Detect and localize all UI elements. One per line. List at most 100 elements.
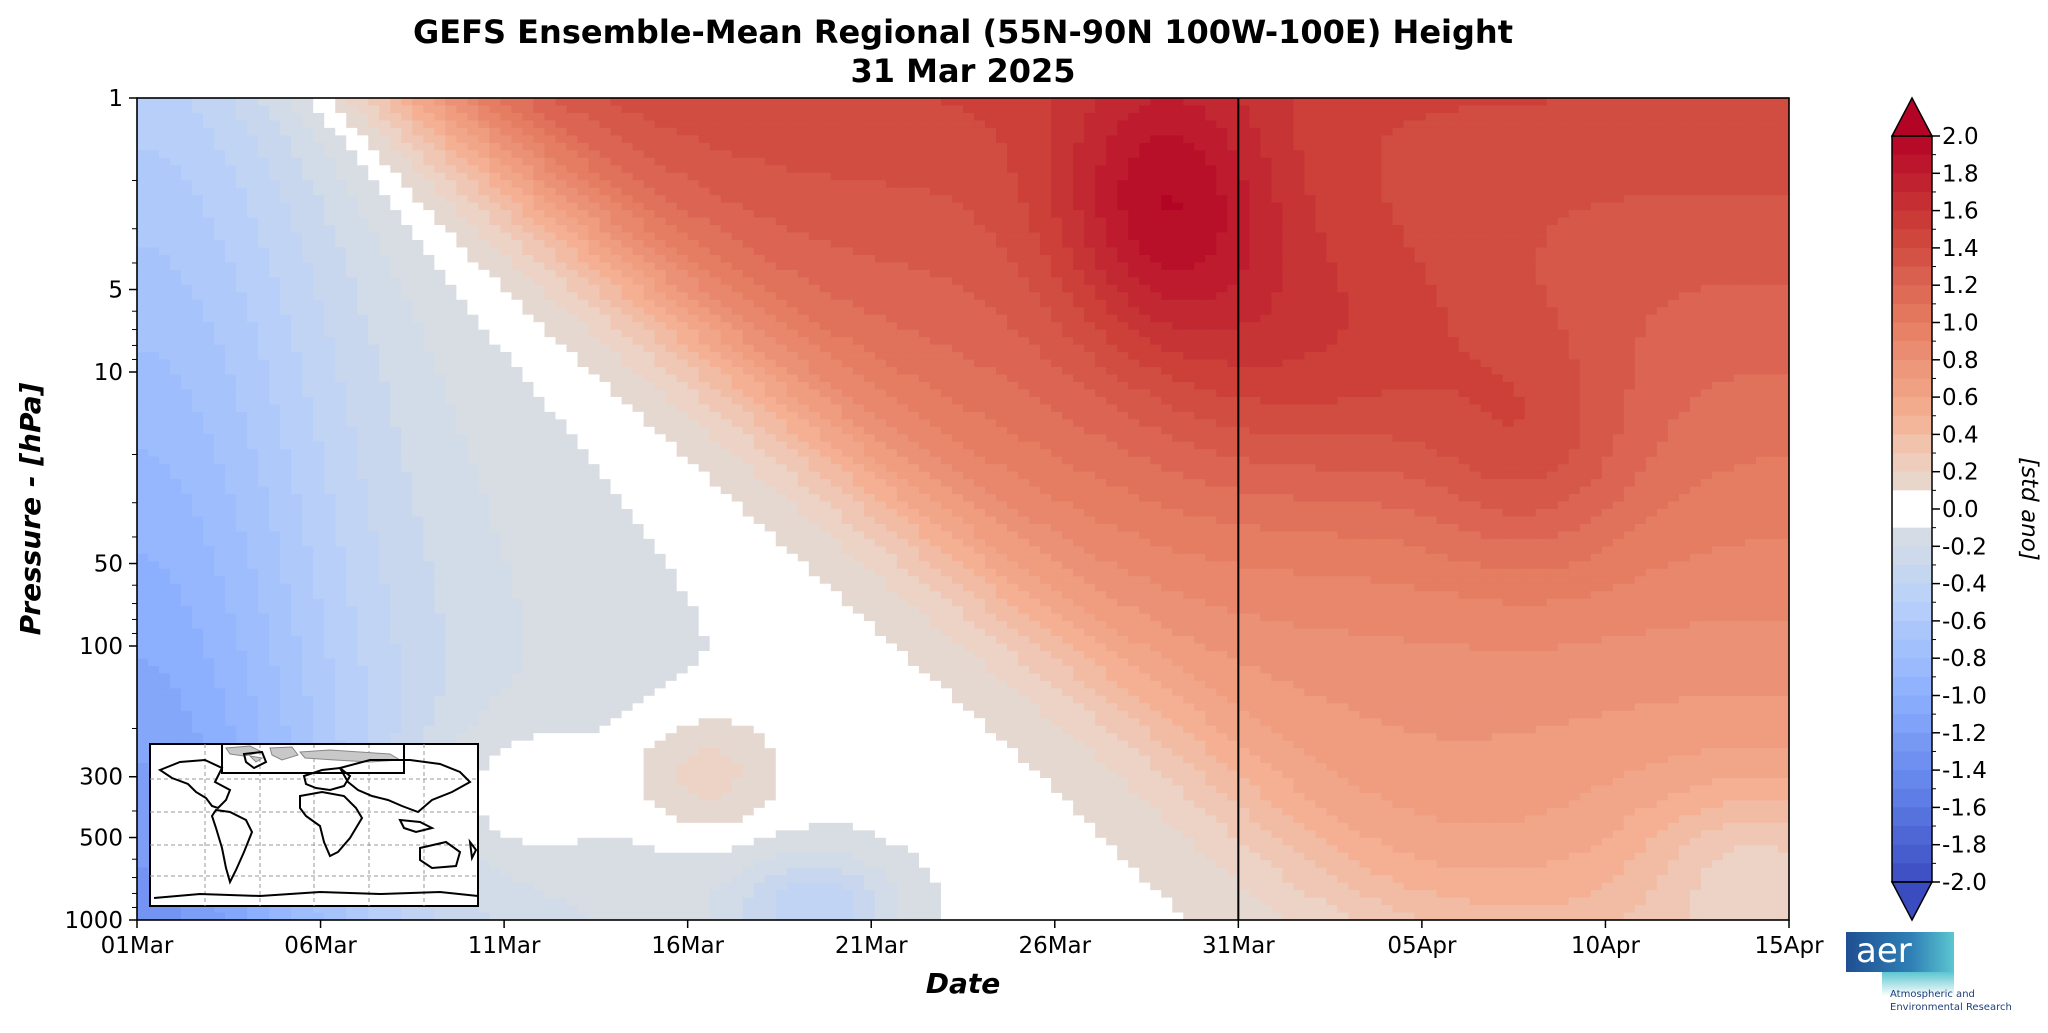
field-cell [533,299,546,309]
field-cell [236,292,248,301]
field-cell [203,673,215,682]
field-cell [401,591,414,600]
field-cell [500,807,513,817]
field-cell [621,845,634,854]
field-cell [566,845,579,854]
field-cell [269,344,281,353]
field-cell [236,509,248,518]
field-cell [522,538,535,548]
field-cell [401,307,414,316]
field-cell [500,165,513,174]
field-cell [588,120,601,129]
field-cell [280,232,292,241]
field-cell [489,479,502,488]
field-cell [368,150,381,159]
field-cell [566,396,579,406]
field-cell [291,733,303,742]
field-cell [577,680,590,690]
field-cell [599,897,612,906]
field-cell [379,262,392,271]
field-cell [599,381,612,391]
field-cell [445,389,458,398]
field-cell [159,553,171,563]
field-cell [577,486,590,495]
field-cell [489,202,502,211]
field-cell [390,419,403,428]
field-cell [280,150,292,159]
field-cell [533,411,546,421]
field-cell [280,725,292,734]
field-cell [456,471,469,480]
field-cell [159,314,171,323]
field-cell [412,112,425,122]
field-cell [258,210,270,219]
field-cell [533,658,546,667]
field-cell [456,127,469,137]
field-cell [258,643,270,652]
field-cell [280,292,292,301]
field-cell [610,262,623,271]
field-cell [214,538,226,548]
field-cell [137,800,149,809]
field-cell [236,449,248,458]
field-cell [401,314,414,323]
field-cell [621,381,634,391]
field-cell [269,419,281,428]
field-cell [269,254,281,264]
field-cell [170,135,182,144]
field-cell [533,277,546,286]
field-cell [148,516,160,525]
field-cell [599,598,612,607]
field-cell [324,337,337,346]
field-cell [313,516,326,525]
field-cell [533,800,546,809]
field-cell [588,860,601,869]
field-cell [203,337,215,346]
field-cell [599,621,612,630]
field-cell [346,359,359,368]
field-cell [313,561,326,570]
field-cell [313,591,326,600]
field-cell [500,284,513,294]
field-cell [203,396,215,406]
field-cell [610,516,623,525]
field-cell [511,665,524,675]
field-cell [621,867,634,876]
field-cell [577,523,590,533]
field-cell [148,142,160,152]
field-cell [621,359,634,368]
field-cell [478,867,491,876]
field-cell [335,628,348,637]
field-cell [500,486,513,495]
field-cell [148,396,160,406]
field-cell [368,172,381,181]
field-cell [599,845,612,854]
field-cell [148,561,160,570]
field-cell [280,464,292,473]
field-cell [610,120,623,129]
field-cell [555,112,568,122]
field-cell [390,710,403,720]
field-cell [489,905,502,914]
field-cell [445,127,458,137]
field-cell [368,98,381,107]
field-cell [412,449,425,458]
field-cell [379,337,392,346]
field-cell [324,120,337,129]
field-cell [291,411,303,421]
field-cell [181,269,193,279]
field-cell [456,516,469,525]
field-cell [346,277,359,286]
field-cell [423,576,436,585]
field-cell [544,740,557,749]
field-cell [313,419,326,428]
field-cell [533,262,546,271]
field-cell [445,367,458,376]
field-cell [247,165,259,174]
field-cell [324,254,337,264]
field-cell [489,225,502,234]
field-cell [489,396,502,406]
field-cell [533,419,546,428]
field-cell [533,187,546,196]
field-cell [214,225,226,234]
